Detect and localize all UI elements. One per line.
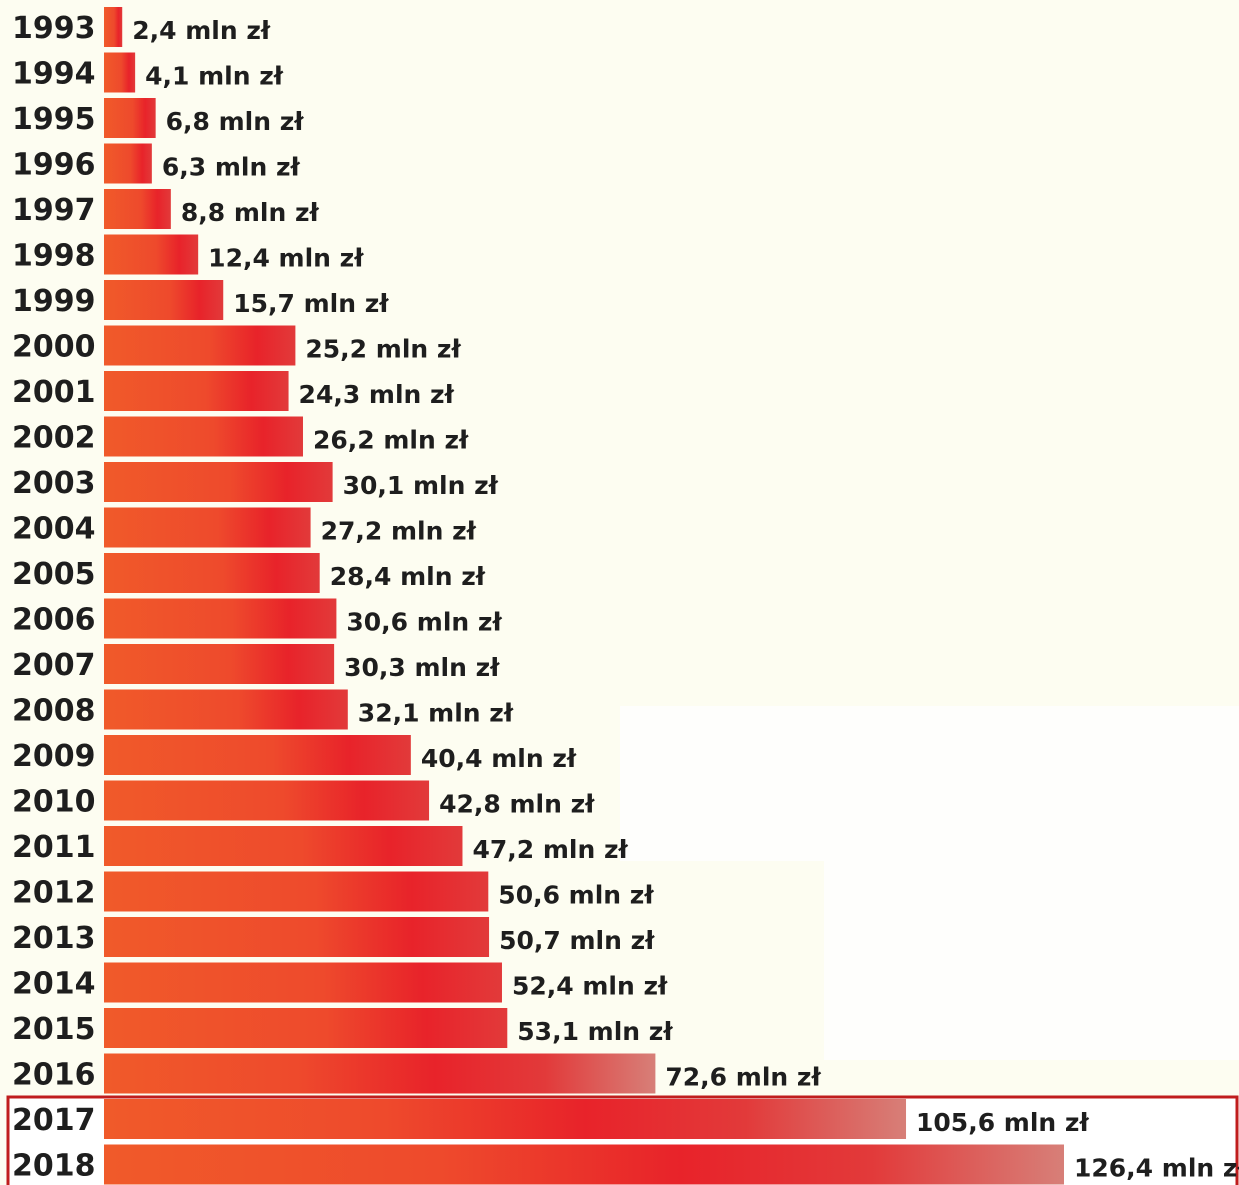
bar-1995 (104, 98, 156, 138)
bar-2012 (104, 871, 489, 912)
bar-2009 (104, 735, 411, 775)
value-label-1998: 12,4 mln zł (208, 244, 364, 273)
background-patch-lower (824, 760, 1239, 1060)
bar-1997 (104, 189, 171, 229)
bar-2013 (104, 917, 490, 957)
bars-group (104, 7, 1064, 1185)
year-label-2008: 2008 (12, 694, 96, 729)
bar-1996 (104, 143, 152, 184)
value-label-2018: 126,4 mln zł (1074, 1154, 1239, 1183)
year-label-2007: 2007 (12, 648, 96, 683)
value-label-2010: 42,8 mln zł (439, 790, 595, 819)
bar-2017 (104, 1099, 907, 1139)
year-label-2012: 2012 (12, 876, 96, 911)
year-label-2006: 2006 (12, 603, 96, 638)
bar-2008 (104, 689, 348, 730)
value-label-2015: 53,1 mln zł (517, 1017, 673, 1046)
value-label-2005: 28,4 mln zł (330, 562, 486, 591)
value-label-2003: 30,1 mln zł (343, 471, 499, 500)
year-label-2017: 2017 (12, 1103, 96, 1138)
value-label-1996: 6,3 mln zł (162, 153, 301, 182)
labels-group: 1993 2,4 mln zł 1994 4,1 mln zł 1995 6,8 mln … (12, 11, 1239, 1184)
value-label-2008: 32,1 mln zł (358, 699, 514, 728)
value-label-2013: 50,7 mln zł (499, 926, 655, 955)
value-label-2011: 47,2 mln zł (472, 835, 628, 864)
value-label-2017: 105,6 mln zł (916, 1108, 1089, 1137)
year-label-2010: 2010 (12, 785, 96, 820)
year-label-2011: 2011 (12, 830, 96, 865)
bar-2000 (104, 325, 296, 366)
value-label-2004: 27,2 mln zł (321, 517, 477, 546)
year-label-2013: 2013 (12, 921, 96, 956)
value-label-2002: 26,2 mln zł (313, 426, 469, 455)
bar-2016 (104, 1053, 656, 1094)
value-label-2009: 40,4 mln zł (421, 744, 577, 773)
year-label-1999: 1999 (12, 284, 96, 319)
bar-2001 (104, 371, 289, 411)
bar-1993 (104, 7, 123, 47)
year-label-2001: 2001 (12, 375, 96, 410)
value-label-2014: 52,4 mln zł (512, 972, 668, 1001)
bar-1998 (104, 234, 199, 275)
year-label-1996: 1996 (12, 148, 96, 183)
bar-2006 (104, 598, 337, 639)
year-label-1994: 1994 (12, 57, 96, 92)
year-label-2018: 2018 (12, 1149, 96, 1184)
year-label-1993: 1993 (12, 11, 96, 46)
value-label-1999: 15,7 mln zł (233, 289, 389, 318)
value-label-2007: 30,3 mln zł (344, 653, 500, 682)
value-label-1995: 6,8 mln zł (166, 107, 305, 136)
bar-2018 (104, 1144, 1064, 1185)
bar-2010 (104, 780, 430, 821)
value-label-1994: 4,1 mln zł (145, 62, 284, 91)
value-label-2012: 50,6 mln zł (498, 881, 654, 910)
year-label-2015: 2015 (12, 1012, 96, 1047)
year-label-2004: 2004 (12, 512, 96, 547)
year-label-2005: 2005 (12, 557, 96, 592)
value-label-2016: 72,6 mln zł (665, 1063, 821, 1092)
value-label-2000: 25,2 mln zł (305, 335, 461, 364)
bar-2002 (104, 416, 303, 457)
bar-2014 (104, 962, 502, 1003)
year-label-2014: 2014 (12, 967, 96, 1002)
bar-1994 (104, 52, 136, 93)
value-label-1997: 8,8 mln zł (181, 198, 320, 227)
value-label-1993: 2,4 mln zł (132, 16, 271, 45)
year-label-2016: 2016 (12, 1058, 96, 1093)
bar-2005 (104, 553, 320, 593)
year-label-2003: 2003 (12, 466, 96, 501)
year-label-2002: 2002 (12, 421, 96, 456)
year-label-1997: 1997 (12, 193, 96, 228)
year-label-2000: 2000 (12, 330, 96, 365)
bar-2003 (104, 462, 333, 502)
bar-2004 (104, 507, 311, 548)
year-label-1995: 1995 (12, 102, 96, 137)
value-label-2006: 30,6 mln zł (346, 608, 502, 637)
bar-2011 (104, 826, 463, 866)
bar-1999 (104, 280, 224, 320)
value-label-2001: 24,3 mln zł (299, 380, 455, 409)
year-label-2009: 2009 (12, 739, 96, 774)
bar-2007 (104, 644, 335, 684)
year-label-1998: 1998 (12, 239, 96, 274)
bar-2015 (104, 1008, 508, 1048)
